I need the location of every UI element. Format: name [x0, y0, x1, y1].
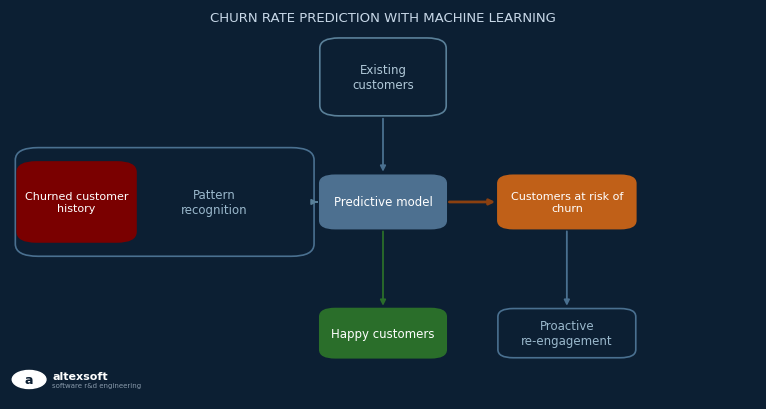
Text: a: a	[25, 373, 34, 386]
Text: Happy customers: Happy customers	[331, 327, 435, 340]
FancyBboxPatch shape	[320, 39, 446, 117]
Text: Churned customer
history: Churned customer history	[25, 192, 129, 213]
Text: altexsoft: altexsoft	[52, 371, 108, 381]
Text: Customers at risk of
churn: Customers at risk of churn	[511, 192, 623, 213]
Text: Proactive
re-engagement: Proactive re-engagement	[521, 319, 613, 347]
FancyBboxPatch shape	[498, 176, 636, 229]
FancyBboxPatch shape	[320, 176, 446, 229]
Text: software r&d engineering: software r&d engineering	[52, 382, 141, 388]
Text: CHURN RATE PREDICTION WITH MACHINE LEARNING: CHURN RATE PREDICTION WITH MACHINE LEARN…	[210, 12, 556, 25]
Circle shape	[12, 371, 46, 389]
FancyBboxPatch shape	[498, 309, 636, 358]
Text: Existing
customers: Existing customers	[352, 64, 414, 92]
Text: Pattern
recognition: Pattern recognition	[182, 189, 247, 216]
Text: Predictive model: Predictive model	[333, 196, 433, 209]
FancyBboxPatch shape	[320, 309, 446, 358]
FancyBboxPatch shape	[18, 162, 136, 242]
